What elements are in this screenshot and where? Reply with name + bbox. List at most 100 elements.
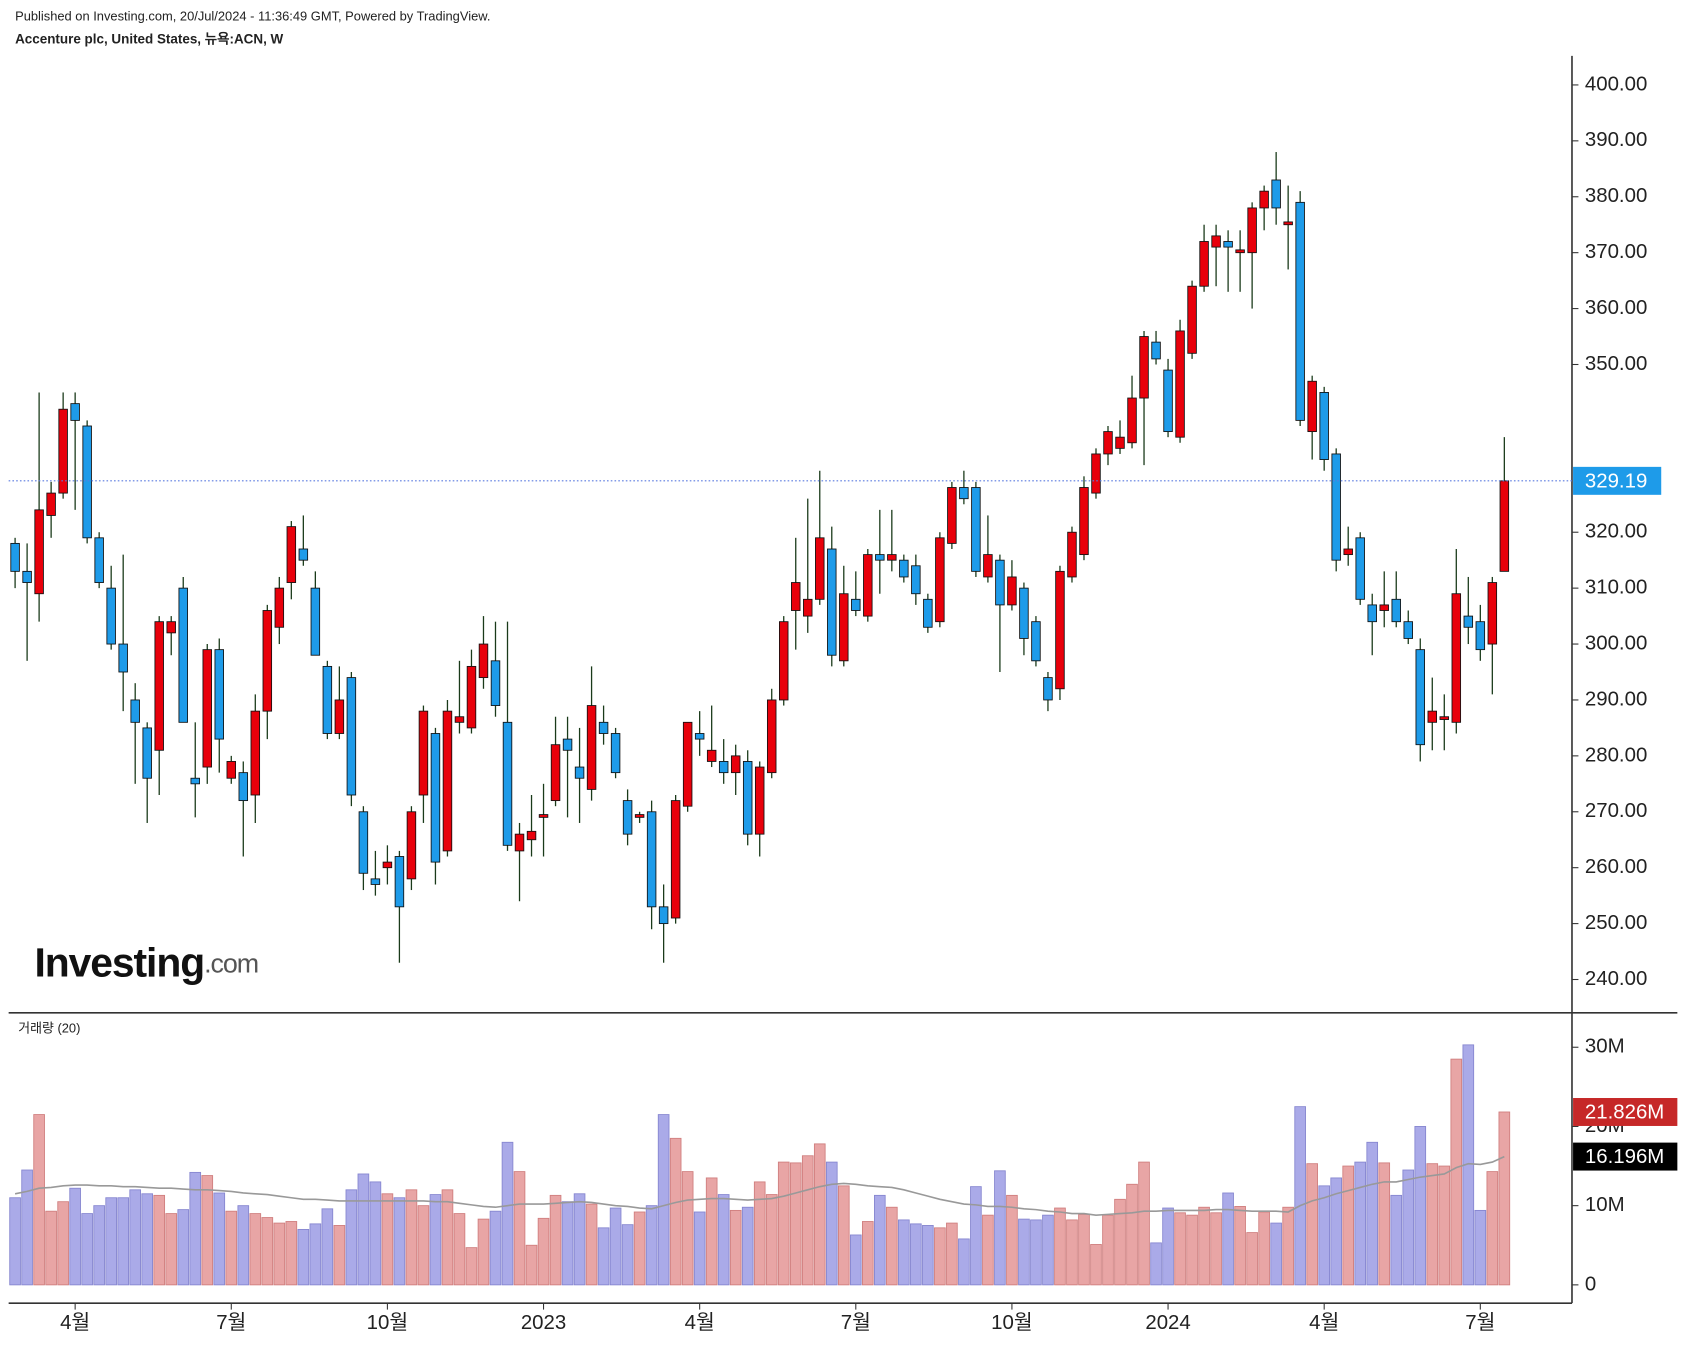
volume-bar <box>1150 1242 1162 1286</box>
volume-bar <box>1234 1206 1246 1286</box>
volume-bar <box>321 1208 334 1286</box>
volume-bar <box>1174 1212 1186 1286</box>
candle-body <box>634 814 645 818</box>
x-tick-label: 7월 <box>216 1311 246 1334</box>
volume-bar <box>585 1203 598 1286</box>
candle-body <box>1067 531 1077 578</box>
candle-body <box>298 548 309 561</box>
volume-bar <box>357 1173 370 1286</box>
candle-body <box>358 811 369 874</box>
volume-bar <box>669 1137 682 1286</box>
volume-bar <box>297 1228 310 1286</box>
x-tick-label: 7월 <box>1465 1311 1495 1334</box>
volume-bar <box>1366 1141 1379 1286</box>
volume-bar <box>513 1171 526 1286</box>
last-volume-box <box>1573 1098 1678 1126</box>
candle-body <box>346 677 357 796</box>
candle-body <box>526 830 537 841</box>
candle-body <box>70 403 80 421</box>
y-tick-label: 0 <box>1585 1273 1596 1295</box>
x-tick-label: 4월 <box>685 1311 715 1334</box>
volume-bar <box>537 1217 550 1286</box>
candle-body <box>250 710 261 796</box>
candle-body <box>310 587 321 656</box>
volume-bar <box>105 1197 117 1286</box>
candle-body <box>887 554 897 561</box>
volume-bar <box>1210 1212 1222 1286</box>
volume-bar <box>561 1201 574 1286</box>
volume-bar <box>285 1221 298 1286</box>
volume-bar <box>1402 1169 1415 1286</box>
candle-body <box>214 649 224 740</box>
volume-bar <box>1258 1211 1270 1286</box>
volume-bar <box>1198 1206 1210 1286</box>
volume-bar <box>189 1171 202 1286</box>
candle-body <box>1007 576 1017 606</box>
last-price-label: 329.19 <box>1585 470 1647 492</box>
volume-bar <box>1030 1219 1042 1286</box>
candle-body <box>466 665 477 729</box>
last-volume-label: 21.826M <box>1585 1101 1664 1123</box>
volume-bar <box>201 1175 214 1286</box>
candle-body <box>334 699 345 734</box>
candle-body <box>1115 436 1125 449</box>
candle-body <box>791 582 801 611</box>
volume-bar <box>970 1186 982 1286</box>
candle-body <box>1499 480 1510 572</box>
candle-body <box>718 761 729 774</box>
volume-bar <box>93 1205 105 1286</box>
candle-body <box>406 811 417 880</box>
candle-body <box>658 906 669 925</box>
candle-body <box>394 856 405 908</box>
symbol-title: Accenture plc, United States, 뉴욕:ACN, W <box>15 31 283 46</box>
volume-bar <box>333 1225 346 1286</box>
volume-bar <box>1042 1214 1054 1286</box>
candle-body <box>863 554 873 617</box>
volume-bar <box>1390 1194 1403 1286</box>
volume-bar <box>81 1213 93 1286</box>
volume-bar <box>645 1205 658 1286</box>
volume-bar <box>898 1219 910 1286</box>
candle-body <box>502 721 513 846</box>
last-price-box <box>1573 466 1662 495</box>
candle-body <box>1307 380 1317 433</box>
volume-bar <box>345 1189 358 1286</box>
candle-body <box>1163 369 1173 433</box>
volume-bar <box>1006 1194 1018 1286</box>
x-tick-label: 7월 <box>841 1311 871 1334</box>
volume-bar <box>1318 1185 1330 1286</box>
volume-bar <box>213 1192 226 1286</box>
volume-bar <box>9 1197 21 1286</box>
volume-bar <box>1102 1214 1114 1286</box>
watermark-main: Investing <box>34 939 204 985</box>
candle-body <box>706 749 717 762</box>
candle-body <box>1259 190 1269 209</box>
volume-bar <box>994 1170 1006 1286</box>
volume-bar <box>1474 1209 1487 1286</box>
candle-body <box>1391 598 1401 623</box>
volume-bar <box>717 1194 730 1286</box>
volume-bar <box>1330 1177 1343 1286</box>
candle-body <box>1055 570 1065 690</box>
candle-body <box>1127 397 1137 444</box>
candle-body <box>430 733 441 863</box>
candle-body <box>1031 621 1041 662</box>
candle-body <box>262 610 273 712</box>
volume-bar <box>1054 1207 1066 1286</box>
volume-bar <box>753 1181 766 1286</box>
volume-bar <box>777 1161 790 1286</box>
volume-bar <box>117 1197 129 1286</box>
candle-body <box>130 699 140 723</box>
volume-bar <box>417 1205 430 1286</box>
volume-bar <box>861 1221 874 1286</box>
y-tick-label: 360.00 <box>1585 297 1647 319</box>
candle-body <box>34 509 44 595</box>
volume-bar <box>549 1194 562 1286</box>
candle-body <box>766 699 777 774</box>
candle-body <box>1247 207 1257 254</box>
candle-body <box>899 559 909 578</box>
volume-bar <box>441 1189 454 1286</box>
candle-body <box>382 861 393 869</box>
candle-body <box>694 733 705 740</box>
